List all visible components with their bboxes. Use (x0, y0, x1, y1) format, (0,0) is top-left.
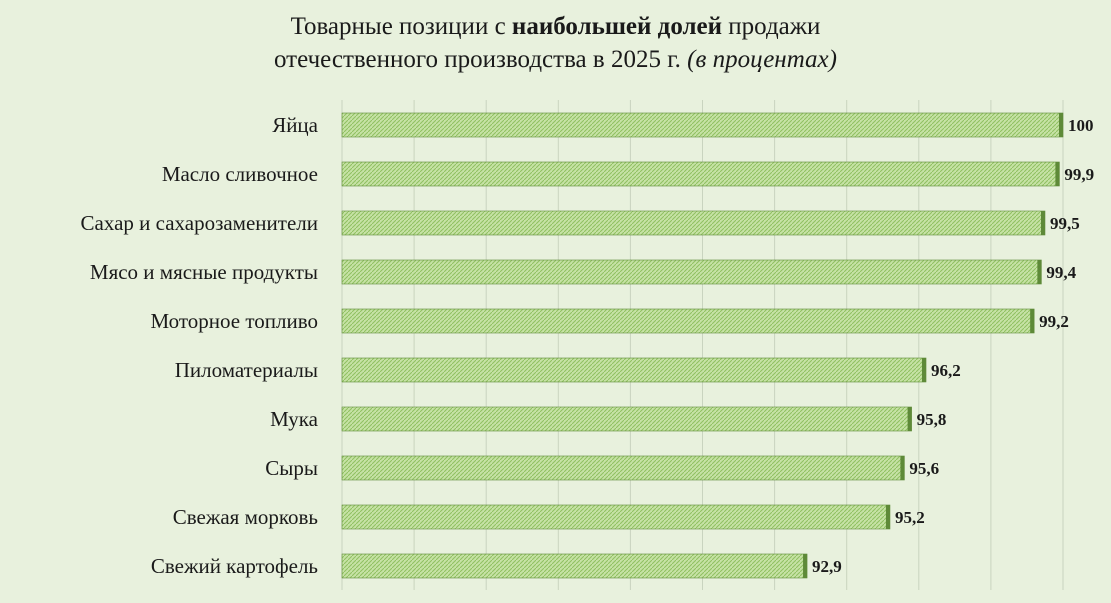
category-label: Яйца (272, 113, 318, 137)
category-label: Пиломатериалы (175, 358, 318, 382)
category-label: Свежая морковь (173, 505, 318, 529)
bar (341, 357, 927, 383)
title-unit: (в процентах) (687, 46, 837, 73)
value-label: 99,9 (1064, 165, 1094, 184)
bar-end-cap (1040, 211, 1045, 235)
chart-title: Товарные позиции с наибольшей долей прод… (0, 10, 1111, 76)
bar-end-cap (907, 407, 912, 431)
chart-title-line-2: отечественного производства в 2025 г. (в… (0, 43, 1111, 76)
bar (341, 406, 912, 432)
bar (341, 259, 1042, 285)
category-label: Мука (270, 407, 319, 431)
category-label: Мясо и мясные продукты (90, 260, 318, 284)
value-label: 99,2 (1039, 312, 1069, 331)
category-label: Масло сливочное (162, 162, 318, 186)
bar-end-cap (1059, 113, 1063, 137)
title-suffix: продажи (722, 13, 821, 40)
value-label: 100 (1068, 116, 1094, 135)
bar-end-cap (1055, 162, 1060, 186)
bar (341, 112, 1064, 138)
category-label: Сахар и сахарозаменители (81, 211, 318, 235)
bar-end-cap (803, 554, 808, 578)
value-label: 95,2 (895, 508, 925, 527)
value-label: 95,6 (909, 459, 939, 478)
bar (341, 210, 1046, 236)
value-label: 95,8 (917, 410, 947, 429)
title-bold: наибольшей долей (511, 13, 723, 40)
category-label: Свежий картофель (151, 554, 318, 578)
title-prefix: Товарные позиции с (290, 13, 512, 40)
bar-end-cap (900, 456, 905, 480)
bar-end-cap (922, 358, 927, 382)
bar-end-cap (1037, 260, 1042, 284)
bar (341, 553, 808, 579)
bar-end-cap (885, 505, 890, 529)
value-label: 99,4 (1046, 263, 1076, 282)
category-label: Моторное топливо (151, 309, 318, 333)
value-label: 92,9 (812, 557, 842, 576)
chart-title-line-1: Товарные позиции с наибольшей долей прод… (0, 10, 1111, 43)
value-label: 96,2 (931, 361, 961, 380)
title-line2: отечественного производства в 2025 г. (274, 46, 688, 73)
bar (341, 161, 1060, 187)
category-label: Сыры (265, 456, 318, 480)
bar (341, 308, 1035, 334)
bar (341, 504, 891, 530)
bar (341, 455, 905, 481)
bar-end-cap (1030, 309, 1035, 333)
value-label: 99,5 (1050, 214, 1080, 233)
